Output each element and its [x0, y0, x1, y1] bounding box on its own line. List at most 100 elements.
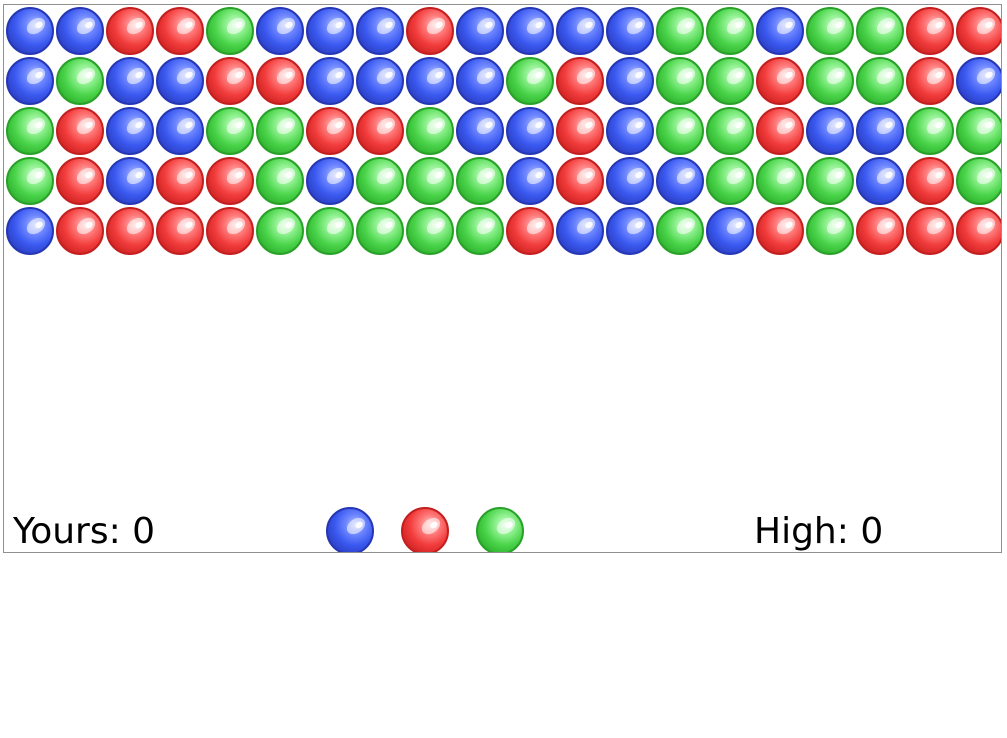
ball-red[interactable] — [206, 157, 254, 205]
ball-blue[interactable] — [256, 7, 304, 55]
ball-red[interactable] — [106, 7, 154, 55]
ball-red[interactable] — [856, 207, 904, 255]
ball-red[interactable] — [556, 57, 604, 105]
ball-blue[interactable] — [306, 157, 354, 205]
ball-blue[interactable] — [606, 57, 654, 105]
ball-green[interactable] — [706, 7, 754, 55]
ball-blue[interactable] — [856, 157, 904, 205]
ball-red[interactable] — [56, 157, 104, 205]
picker-ball-green[interactable] — [476, 507, 524, 552]
picker-ball-red[interactable] — [401, 507, 449, 552]
ball-green[interactable] — [256, 107, 304, 155]
ball-red[interactable] — [906, 157, 954, 205]
ball-red[interactable] — [956, 7, 1001, 55]
ball-red[interactable] — [56, 107, 104, 155]
ball-green[interactable] — [306, 207, 354, 255]
ball-blue[interactable] — [806, 107, 854, 155]
ball-red[interactable] — [156, 157, 204, 205]
ball-green[interactable] — [856, 7, 904, 55]
ball-blue[interactable] — [156, 107, 204, 155]
ball-blue[interactable] — [556, 7, 604, 55]
ball-red[interactable] — [906, 57, 954, 105]
ball-blue[interactable] — [456, 7, 504, 55]
ball-green[interactable] — [806, 7, 854, 55]
ball-green[interactable] — [356, 207, 404, 255]
ball-green[interactable] — [406, 107, 454, 155]
ball-red[interactable] — [156, 207, 204, 255]
ball-green[interactable] — [656, 57, 704, 105]
ball-green[interactable] — [456, 157, 504, 205]
ball-green[interactable] — [56, 57, 104, 105]
ball-blue[interactable] — [756, 7, 804, 55]
ball-red[interactable] — [556, 157, 604, 205]
ball-blue[interactable] — [6, 7, 54, 55]
ball-blue[interactable] — [656, 157, 704, 205]
ball-blue[interactable] — [956, 57, 1001, 105]
ball-green[interactable] — [206, 7, 254, 55]
ball-red[interactable] — [506, 207, 554, 255]
ball-green[interactable] — [806, 57, 854, 105]
ball-red[interactable] — [356, 107, 404, 155]
ball-blue[interactable] — [456, 57, 504, 105]
ball-green[interactable] — [656, 207, 704, 255]
ball-blue[interactable] — [856, 107, 904, 155]
ball-green[interactable] — [806, 207, 854, 255]
ball-green[interactable] — [856, 57, 904, 105]
ball-blue[interactable] — [556, 207, 604, 255]
ball-red[interactable] — [556, 107, 604, 155]
ball-green[interactable] — [956, 107, 1001, 155]
ball-red[interactable] — [906, 7, 954, 55]
ball-green[interactable] — [406, 207, 454, 255]
ball-blue[interactable] — [606, 207, 654, 255]
ball-red[interactable] — [306, 107, 354, 155]
ball-green[interactable] — [706, 107, 754, 155]
ball-green[interactable] — [806, 157, 854, 205]
ball-blue[interactable] — [6, 57, 54, 105]
ball-green[interactable] — [6, 157, 54, 205]
ball-blue[interactable] — [106, 107, 154, 155]
ball-blue[interactable] — [506, 157, 554, 205]
ball-red[interactable] — [756, 107, 804, 155]
ball-red[interactable] — [206, 57, 254, 105]
ball-green[interactable] — [256, 157, 304, 205]
ball-blue[interactable] — [106, 57, 154, 105]
ball-blue[interactable] — [6, 207, 54, 255]
ball-green[interactable] — [756, 157, 804, 205]
ball-red[interactable] — [956, 207, 1001, 255]
ball-blue[interactable] — [306, 57, 354, 105]
ball-green[interactable] — [906, 107, 954, 155]
ball-blue[interactable] — [356, 57, 404, 105]
ball-blue[interactable] — [606, 157, 654, 205]
ball-green[interactable] — [256, 207, 304, 255]
ball-blue[interactable] — [456, 107, 504, 155]
ball-blue[interactable] — [56, 7, 104, 55]
ball-green[interactable] — [706, 57, 754, 105]
ball-blue[interactable] — [506, 107, 554, 155]
ball-blue[interactable] — [406, 57, 454, 105]
ball-red[interactable] — [906, 207, 954, 255]
ball-blue[interactable] — [706, 207, 754, 255]
picker-ball-blue[interactable] — [326, 507, 374, 552]
ball-blue[interactable] — [606, 7, 654, 55]
ball-green[interactable] — [706, 157, 754, 205]
ball-green[interactable] — [206, 107, 254, 155]
ball-blue[interactable] — [106, 157, 154, 205]
ball-green[interactable] — [956, 157, 1001, 205]
ball-red[interactable] — [56, 207, 104, 255]
ball-red[interactable] — [406, 7, 454, 55]
ball-green[interactable] — [656, 7, 704, 55]
ball-blue[interactable] — [156, 57, 204, 105]
ball-blue[interactable] — [506, 7, 554, 55]
ball-green[interactable] — [506, 57, 554, 105]
ball-blue[interactable] — [606, 107, 654, 155]
ball-green[interactable] — [356, 157, 404, 205]
ball-blue[interactable] — [306, 7, 354, 55]
ball-red[interactable] — [206, 207, 254, 255]
ball-green[interactable] — [656, 107, 704, 155]
ball-green[interactable] — [6, 107, 54, 155]
ball-green[interactable] — [456, 207, 504, 255]
ball-red[interactable] — [756, 57, 804, 105]
ball-red[interactable] — [756, 207, 804, 255]
ball-red[interactable] — [106, 207, 154, 255]
ball-green[interactable] — [406, 157, 454, 205]
